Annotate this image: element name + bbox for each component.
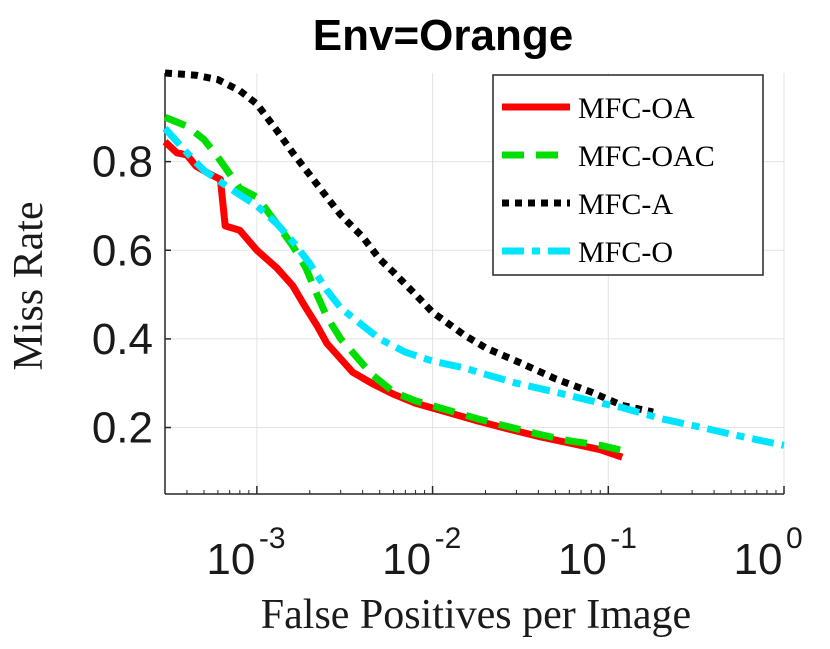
x-axis-label: False Positives per Image [261,592,691,638]
tick-labels: 0.20.40.60.810 -3 10 -2 10 -1 10 0 [92,138,803,584]
y-axis-label: Miss Rate [6,201,52,370]
x-tick-label: 10 -2 [382,522,461,584]
x-tick-label: 10 -1 [558,522,637,584]
x-tick-exponent: -1 [610,522,637,555]
legend-label: MFC-A [578,188,673,221]
legend-label: MFC-OA [578,92,695,125]
legend: MFC-OA MFC-OAC MFC-A MFC-O [492,74,764,276]
legend-label: MFC-OAC [578,140,715,173]
x-tick-label: 10 0 [734,522,803,584]
y-tick-label: 0.6 [92,226,153,275]
y-tick-label: 0.8 [92,138,153,187]
chart-title: Env=Orange [313,11,573,60]
series-layer [162,69,785,461]
x-tick-base: 10 [382,535,431,584]
x-tick-exponent: -2 [435,522,462,555]
x-tick-exponent: 0 [786,522,803,555]
x-tick-base: 10 [558,535,607,584]
legend-label: MFC-O [578,236,673,269]
x-tick-base: 10 [734,535,783,584]
x-tick-exponent: -3 [259,522,286,555]
x-tick-label: 10 -3 [206,522,285,584]
x-tick-base: 10 [206,535,255,584]
series-line-mfc-o [162,126,785,449]
y-tick-label: 0.4 [92,315,153,364]
y-tick-label: 0.2 [92,404,153,453]
series-line-mfc-oac [163,114,630,456]
